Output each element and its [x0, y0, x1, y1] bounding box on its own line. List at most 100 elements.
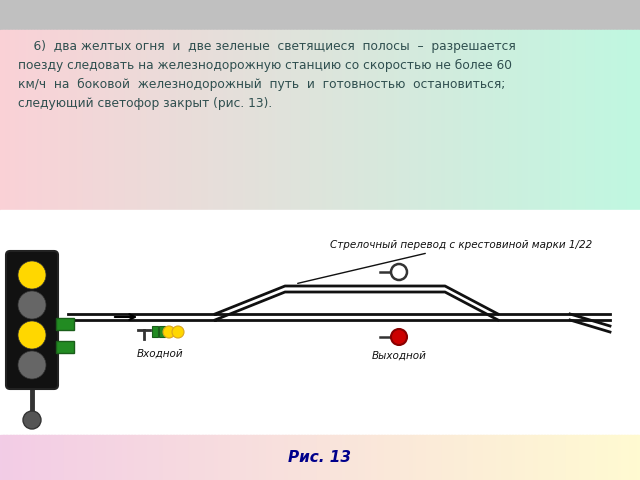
Bar	[253, 435, 257, 480]
Bar	[118, 30, 123, 210]
Bar	[403, 435, 408, 480]
Bar	[538, 30, 542, 210]
Bar	[336, 435, 340, 480]
Bar	[512, 435, 516, 480]
Bar	[214, 435, 219, 480]
Bar	[67, 435, 72, 480]
Bar	[118, 435, 123, 480]
Bar	[442, 435, 446, 480]
Bar	[26, 435, 30, 480]
Bar	[58, 435, 62, 480]
Bar	[35, 30, 40, 210]
Bar	[378, 435, 382, 480]
Bar	[323, 435, 328, 480]
Bar	[355, 30, 360, 210]
Bar	[179, 435, 184, 480]
Bar	[490, 435, 494, 480]
Bar	[502, 435, 507, 480]
Bar	[461, 435, 465, 480]
Bar	[477, 435, 481, 480]
Bar	[176, 30, 180, 210]
Bar	[186, 30, 190, 210]
Bar	[115, 30, 120, 210]
Bar	[80, 30, 84, 210]
Bar	[86, 435, 91, 480]
Bar	[560, 30, 564, 210]
Bar	[182, 30, 187, 210]
Bar	[285, 435, 289, 480]
Bar	[544, 435, 548, 480]
Bar	[282, 435, 286, 480]
Bar	[480, 30, 484, 210]
Bar	[346, 30, 350, 210]
Bar	[269, 435, 273, 480]
Bar	[374, 30, 379, 210]
Bar	[419, 435, 424, 480]
Bar	[394, 30, 398, 210]
Bar	[496, 435, 500, 480]
Bar	[189, 435, 193, 480]
Bar	[141, 30, 145, 210]
Bar	[128, 435, 132, 480]
Bar	[554, 30, 558, 210]
Bar	[237, 30, 241, 210]
Bar	[419, 30, 424, 210]
Bar	[198, 30, 203, 210]
Bar	[448, 30, 452, 210]
Bar	[410, 435, 414, 480]
FancyBboxPatch shape	[6, 251, 58, 389]
Bar	[550, 435, 555, 480]
Bar	[371, 435, 376, 480]
Circle shape	[391, 264, 407, 280]
Bar	[253, 30, 257, 210]
Bar	[528, 30, 532, 210]
Bar	[278, 435, 283, 480]
Bar	[397, 30, 401, 210]
Bar	[422, 30, 427, 210]
Bar	[454, 435, 459, 480]
Bar	[160, 435, 164, 480]
Circle shape	[18, 291, 46, 319]
Bar	[413, 435, 417, 480]
Bar	[432, 30, 436, 210]
Bar	[29, 435, 33, 480]
Bar	[445, 435, 449, 480]
Bar	[317, 30, 321, 210]
Bar	[400, 435, 404, 480]
Bar	[592, 435, 596, 480]
Bar	[227, 435, 232, 480]
Bar	[570, 435, 574, 480]
Bar	[470, 30, 475, 210]
Bar	[618, 435, 622, 480]
Bar	[163, 435, 168, 480]
Bar	[368, 30, 372, 210]
Bar	[362, 30, 366, 210]
Bar	[416, 435, 420, 480]
Bar	[365, 435, 369, 480]
Bar	[387, 435, 392, 480]
Bar	[170, 30, 174, 210]
Bar	[70, 435, 75, 480]
Bar	[570, 30, 574, 210]
Bar	[525, 435, 529, 480]
Bar	[326, 30, 331, 210]
Bar	[22, 435, 27, 480]
Bar	[13, 30, 17, 210]
Bar	[349, 435, 353, 480]
Bar	[230, 435, 235, 480]
Bar	[208, 435, 212, 480]
Bar	[381, 435, 385, 480]
Bar	[598, 435, 603, 480]
Bar	[54, 30, 59, 210]
Bar	[48, 30, 52, 210]
Bar	[390, 30, 395, 210]
Bar	[152, 326, 158, 337]
Bar	[531, 435, 536, 480]
Bar	[557, 435, 561, 480]
Bar	[614, 435, 619, 480]
Bar	[432, 435, 436, 480]
Bar	[451, 30, 456, 210]
Bar	[166, 435, 171, 480]
Bar	[317, 435, 321, 480]
Bar	[269, 30, 273, 210]
